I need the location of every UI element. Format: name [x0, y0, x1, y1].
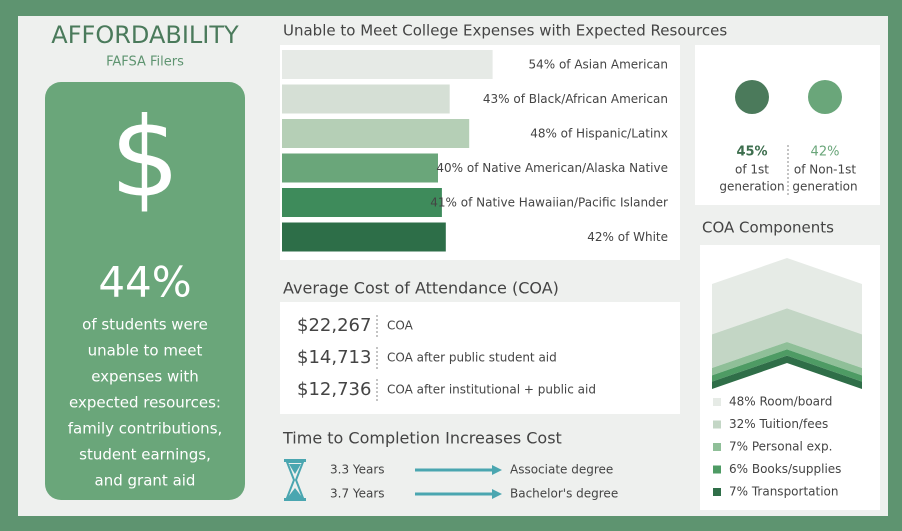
legend-label: 48% Room/board [729, 395, 832, 409]
completion-degree: Bachelor's degree [510, 487, 618, 501]
generation-figure: 45% [736, 145, 767, 160]
completion-degree: Associate degree [510, 463, 613, 477]
completion-years: 3.7 Years [330, 487, 385, 501]
legend-swatch [713, 398, 721, 406]
legend-swatch [713, 488, 721, 496]
bars-title: Unable to Meet College Expenses with Exp… [283, 22, 727, 40]
highlight-figure: 44% [98, 258, 191, 307]
highlight-line: and grant aid [95, 472, 196, 490]
generation-line: generation [719, 180, 784, 194]
highlight-line: student earnings, [79, 446, 211, 464]
bar [282, 119, 469, 148]
highlight-line: expected resources: [69, 394, 221, 412]
bar [282, 154, 438, 183]
legend-swatch [713, 466, 721, 474]
legend-label: 32% Tuition/fees [729, 417, 828, 431]
page: AFFORDABILITY FAFSA Filers $44% of students… [0, 0, 902, 531]
coa-amount: $12,736 [297, 379, 371, 400]
coa-amount: $14,713 [297, 347, 371, 368]
completion-title: Time to Completion Increases Cost [282, 429, 562, 448]
bar-label: 43% of Black/African American [483, 92, 668, 106]
generation-line: generation [792, 180, 857, 194]
highlight-line: expenses with [91, 368, 199, 386]
legend-swatch [713, 443, 721, 451]
generation-line: of 1st [735, 163, 769, 177]
legend-swatch [713, 421, 721, 429]
coa-desc: COA after institutional + public aid [387, 383, 596, 397]
legend-label: 7% Transportation [729, 485, 839, 499]
bar-label: 40% of Native American/Alaska Native [436, 161, 668, 175]
generation-dot [808, 80, 842, 114]
components-title: COA Components [702, 219, 834, 237]
completion-years: 3.3 Years [330, 463, 385, 477]
title: AFFORDABILITY [51, 21, 239, 49]
generation-line: of Non-1st [794, 163, 857, 177]
bar-label: 42% of White [587, 230, 668, 244]
highlight-line: of students were [82, 316, 208, 334]
coa-amount: $22,267 [297, 315, 371, 336]
generation-figure: 42% [811, 145, 840, 160]
dollar-sign: $ [110, 93, 180, 221]
highlight-line: family contributions, [68, 420, 223, 438]
bar-label: 48% of Hispanic/Latinx [530, 127, 668, 141]
subtitle: FAFSA Filers [106, 55, 184, 70]
bar [282, 188, 442, 217]
coa-title: Average Cost of Attendance (COA) [283, 279, 559, 298]
legend-label: 6% Books/supplies [729, 462, 841, 476]
bar-label: 54% of Asian American [528, 58, 668, 72]
bar [282, 50, 493, 79]
bar [282, 223, 446, 252]
legend-label: 7% Personal exp. [729, 440, 832, 454]
generation-dot [735, 80, 769, 114]
coa-desc: COA after public student aid [387, 351, 557, 365]
highlight-line: unable to meet [88, 342, 203, 360]
infographic: AFFORDABILITY FAFSA Filers $44% of students… [0, 0, 902, 531]
bar [282, 85, 450, 114]
coa-desc: COA [387, 319, 414, 333]
bar-label: 41% of Native Hawaiian/Pacific Islander [430, 196, 668, 210]
